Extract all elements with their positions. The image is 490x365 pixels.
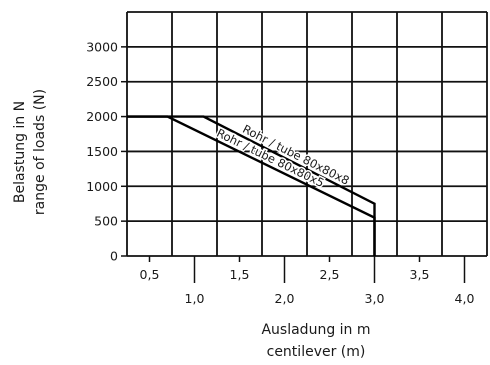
y-tick-label: 500: [94, 214, 118, 229]
series-line: [127, 115, 376, 256]
x-tick-label: 3,0: [365, 291, 385, 306]
x-tick-label: 0,5: [140, 267, 160, 282]
x-tick-label: 2,0: [275, 291, 295, 306]
x-tick-label: 1,0: [185, 291, 205, 306]
y-axis-title-line1: Belastung in N: [12, 101, 28, 203]
x-tick-label: 1,5: [230, 267, 250, 282]
y-tick-label: 2000: [86, 109, 118, 124]
x-tick-label: 3,5: [410, 267, 430, 282]
x-axis-title-line2: centilever (m): [267, 344, 366, 360]
x-tick-label: 4,0: [455, 291, 475, 306]
tick-labels: 0 500 1000 1500 2000 2500 3000 0,5 1,5 2,5 3,5 1,0 2…: [86, 39, 474, 306]
y-tick-label: 0: [110, 249, 118, 264]
y-axis-title-line2: range of loads (N): [32, 89, 48, 215]
y-tick-label: 1000: [86, 179, 118, 194]
y-tick-label: 3000: [86, 39, 118, 54]
grid: [126, 11, 488, 257]
x-tick-label: 2,5: [320, 267, 340, 282]
x-axis-title-line1: Ausladung in m: [261, 322, 370, 338]
y-tick-label: 1500: [86, 144, 118, 159]
y-tick-label: 2500: [86, 74, 118, 89]
